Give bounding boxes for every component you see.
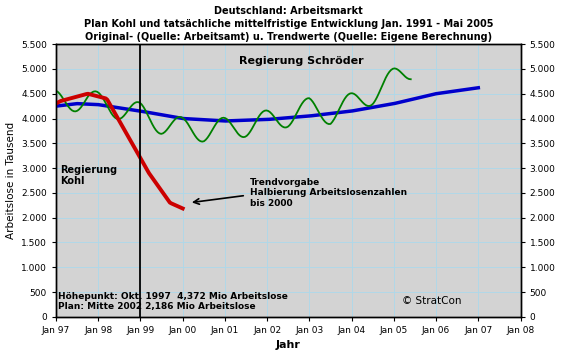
Title: Deutschland: Arbeitsmarkt
Plan Kohl und tatsächliche mittelfristige Entwicklung : Deutschland: Arbeitsmarkt Plan Kohl und … — [84, 6, 493, 42]
Text: Plan: Mitte 2002 2,186 Mio Arbeitslose: Plan: Mitte 2002 2,186 Mio Arbeitslose — [58, 303, 256, 312]
Text: Trendvorgabe
Halbierung Arbeitslosenzahlen
bis 2000: Trendvorgabe Halbierung Arbeitslosenzahl… — [250, 178, 407, 208]
Text: Regierung
Kohl: Regierung Kohl — [60, 165, 117, 186]
Text: © StratCon: © StratCon — [402, 297, 462, 307]
Text: Höhepunkt: Okt. 1997  4,372 Mio Arbeitslose: Höhepunkt: Okt. 1997 4,372 Mio Arbeitslo… — [58, 292, 288, 300]
Y-axis label: Arbeitslose in Tausend: Arbeitslose in Tausend — [6, 122, 16, 239]
Text: Regierung Schröder: Regierung Schröder — [238, 57, 364, 67]
X-axis label: Jahr: Jahr — [276, 340, 301, 350]
